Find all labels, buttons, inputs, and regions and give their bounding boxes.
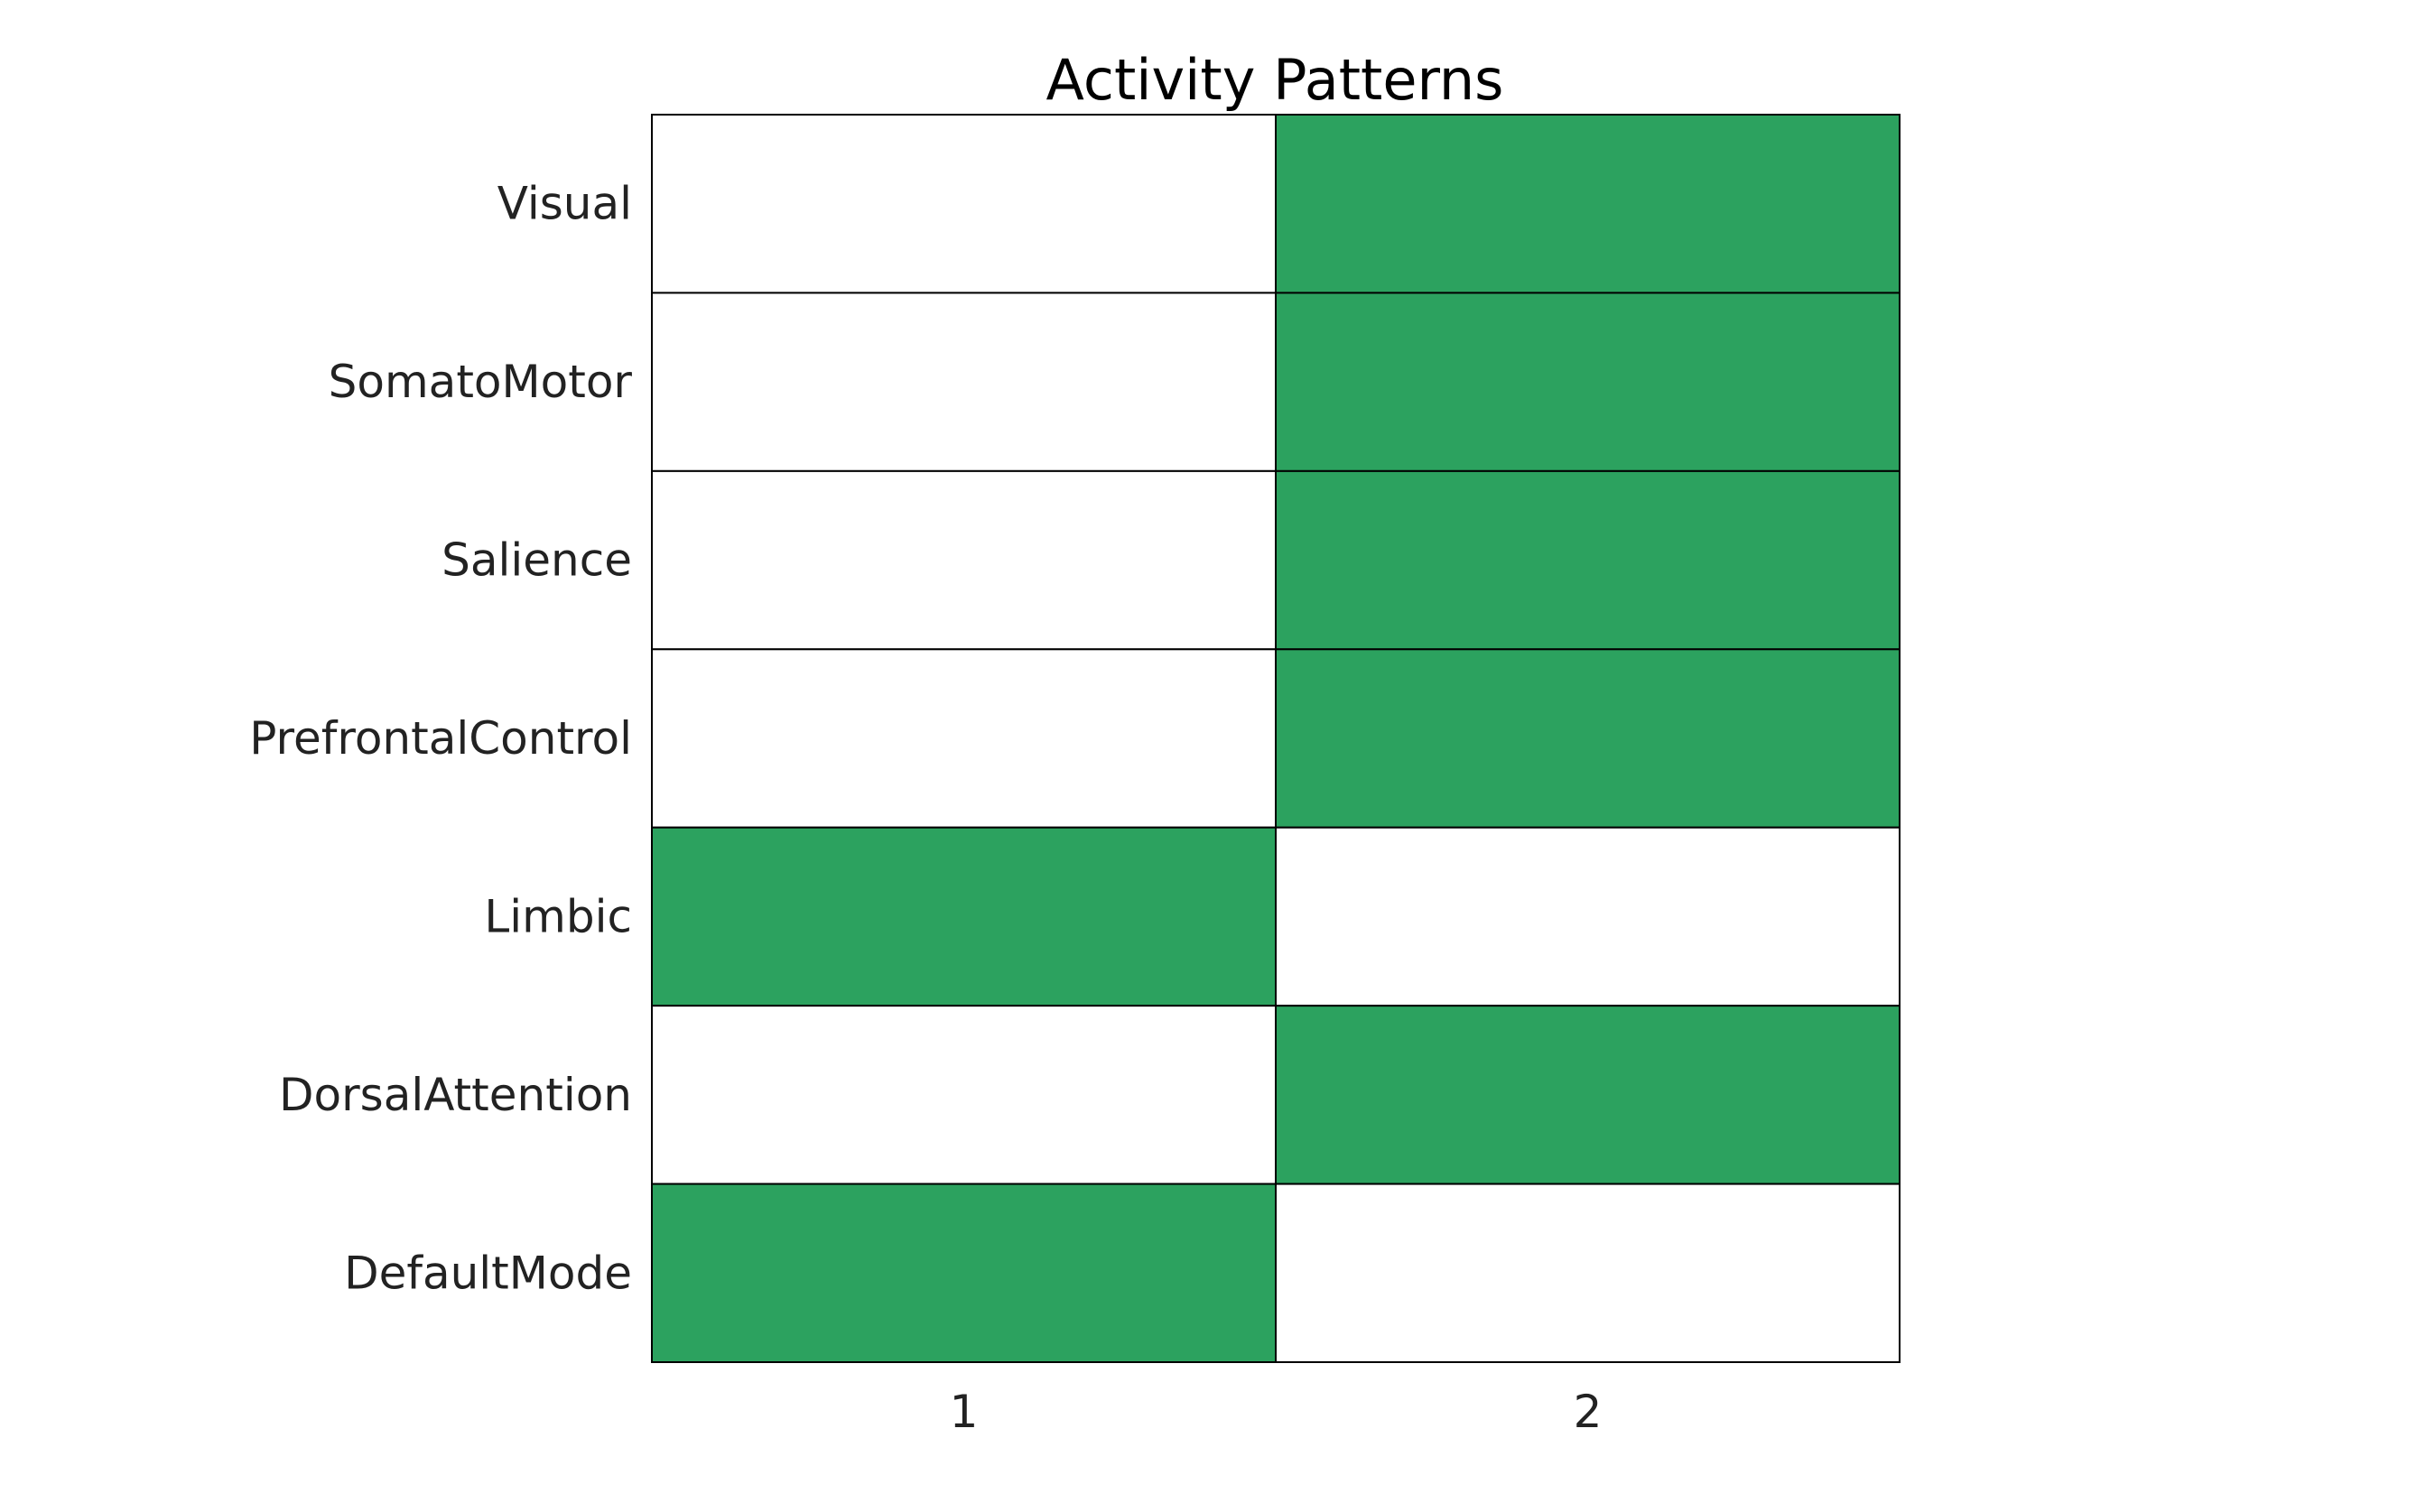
heatmap-cell-DefaultMode-1 bbox=[651, 1183, 1277, 1363]
y-tick-label: DefaultMode bbox=[344, 1247, 632, 1299]
heatmap-cell-Visual-1 bbox=[651, 114, 1277, 294]
y-tick-label: DorsalAttention bbox=[279, 1069, 632, 1121]
heatmap-cell-Limbic-1 bbox=[651, 826, 1277, 1007]
y-tick-label: Salience bbox=[441, 534, 632, 587]
y-tick-label: SomatoMotor bbox=[329, 356, 633, 408]
y-tick-label: Limbic bbox=[484, 890, 632, 942]
y-tick-labels: Visual SomatoMotor Salience PrefrontalContr… bbox=[249, 178, 632, 1300]
x-tick-label: 1 bbox=[950, 1386, 979, 1438]
y-tick-label: PrefrontalControl bbox=[249, 712, 632, 765]
heatmap-cell-Salience-1 bbox=[651, 469, 1277, 651]
heatmap-cell-DorsalAttention-2 bbox=[1275, 1005, 1901, 1185]
heatmap-cell-DorsalAttention-1 bbox=[651, 1005, 1277, 1185]
heatmap-cell-DefaultMode-2 bbox=[1275, 1183, 1901, 1363]
heatmap-cell-Salience-2 bbox=[1275, 469, 1901, 651]
chart-title: Activity Patterns bbox=[1046, 47, 1504, 113]
heatmap-cell-PrefrontalControl-2 bbox=[1275, 648, 1901, 829]
y-tick-label: Visual bbox=[497, 178, 632, 230]
heatmap-cell-Visual-2 bbox=[1275, 114, 1901, 294]
x-tick-label: 2 bbox=[1574, 1386, 1603, 1438]
heatmap-cell-Limbic-2 bbox=[1275, 826, 1901, 1007]
heatmap-cell-PrefrontalControl-1 bbox=[651, 648, 1277, 829]
heatmap-cells bbox=[651, 114, 1901, 1363]
heatmap-cell-SomatoMotor-1 bbox=[651, 292, 1277, 472]
heatmap-cell-SomatoMotor-2 bbox=[1275, 292, 1901, 472]
